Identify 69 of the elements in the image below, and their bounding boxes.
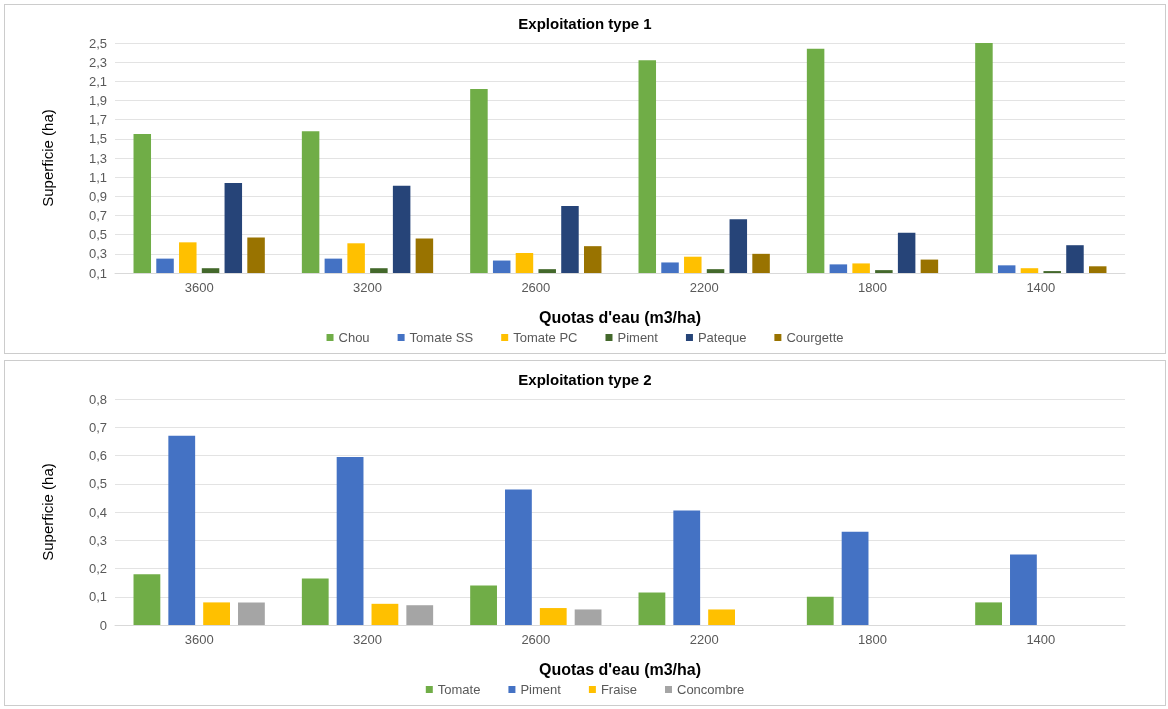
x-tick-label: 3200 bbox=[353, 280, 382, 295]
bar bbox=[539, 608, 567, 625]
y-tick-label: 0,9 bbox=[88, 188, 107, 204]
x-tick-label: 2200 bbox=[689, 632, 719, 647]
bar bbox=[806, 596, 834, 625]
x-tick-label: 1400 bbox=[1026, 632, 1056, 647]
y-tick-label: 1,1 bbox=[88, 169, 107, 185]
legend-label: Tomate bbox=[437, 682, 481, 697]
bar bbox=[168, 435, 196, 625]
x-tick-label: 1400 bbox=[1026, 280, 1056, 295]
x-tick-label: 3600 bbox=[184, 632, 214, 647]
x-tick-label: 1800 bbox=[858, 632, 887, 647]
legend-label: Pateque bbox=[697, 330, 747, 345]
y-tick-label: 0,1 bbox=[88, 265, 107, 281]
bar bbox=[708, 609, 735, 625]
bar bbox=[673, 510, 701, 625]
legend-label: Fraise bbox=[600, 682, 638, 697]
y-tick-label: 0,1 bbox=[88, 589, 107, 605]
x-tick-label: 1800 bbox=[858, 280, 887, 295]
y-tick-label: 0,5 bbox=[88, 476, 107, 492]
bar bbox=[301, 578, 329, 625]
y-tick-label: 0,7 bbox=[88, 208, 107, 223]
bar bbox=[574, 609, 602, 625]
x-tick-label: 2600 bbox=[521, 632, 551, 647]
legend-label: Concombre bbox=[677, 682, 745, 697]
y-tick-label: 1,3 bbox=[88, 150, 107, 166]
y-tick-label: 0,5 bbox=[88, 227, 107, 243]
x-tick-label: 3600 bbox=[184, 280, 214, 295]
bar bbox=[975, 602, 1002, 625]
legend-label: Chou bbox=[338, 330, 370, 345]
y-tick-label: 0,4 bbox=[88, 504, 107, 520]
y-tick-label: 0,6 bbox=[88, 448, 107, 463]
y-tick-label: 0,2 bbox=[88, 561, 107, 576]
x-axis-title: Quotas d'eau (m3/ha) bbox=[538, 660, 702, 678]
y-tick-label: 1,7 bbox=[88, 112, 107, 128]
y-tick-label: 0,8 bbox=[88, 391, 107, 407]
legend-label: Tomate PC bbox=[513, 330, 578, 345]
bar bbox=[133, 574, 161, 625]
y-axis-title: Superficie (ha) bbox=[39, 463, 56, 561]
bar bbox=[1010, 554, 1037, 625]
bar bbox=[203, 602, 230, 625]
y-axis-title: Superficie (ha) bbox=[39, 109, 56, 207]
y-tick-label: 0,3 bbox=[88, 532, 107, 548]
x-tick-label: 2600 bbox=[521, 280, 551, 295]
chart-title: Exploitation type 1 bbox=[518, 15, 652, 32]
x-tick-label: 3200 bbox=[353, 632, 382, 647]
bar bbox=[841, 531, 869, 625]
bar bbox=[238, 602, 265, 625]
y-tick-label: 1,5 bbox=[88, 131, 107, 147]
bar bbox=[371, 603, 399, 625]
legend-label: Piment bbox=[617, 330, 659, 345]
bar bbox=[505, 489, 532, 625]
y-tick-label: 2,1 bbox=[88, 73, 107, 89]
y-tick-label: 2,3 bbox=[88, 54, 107, 70]
bar bbox=[406, 605, 434, 625]
y-tick-label: 2,5 bbox=[88, 35, 107, 51]
bar bbox=[638, 592, 666, 625]
legend-label: Tomate SS bbox=[409, 330, 474, 345]
y-tick-label: 0 bbox=[99, 617, 107, 633]
legend-label: Courgette bbox=[786, 330, 844, 345]
x-axis-title: Quotas d'eau (m3/ha) bbox=[538, 308, 702, 326]
bar bbox=[470, 585, 497, 625]
chart-title: Exploitation type 2 bbox=[518, 371, 652, 388]
x-tick-label: 2200 bbox=[689, 280, 719, 295]
bar bbox=[336, 456, 364, 625]
y-tick-label: 0,7 bbox=[88, 419, 107, 435]
y-tick-label: 0,3 bbox=[88, 246, 107, 262]
y-tick-label: 1,9 bbox=[88, 93, 107, 108]
legend-label: Piment bbox=[520, 682, 562, 697]
